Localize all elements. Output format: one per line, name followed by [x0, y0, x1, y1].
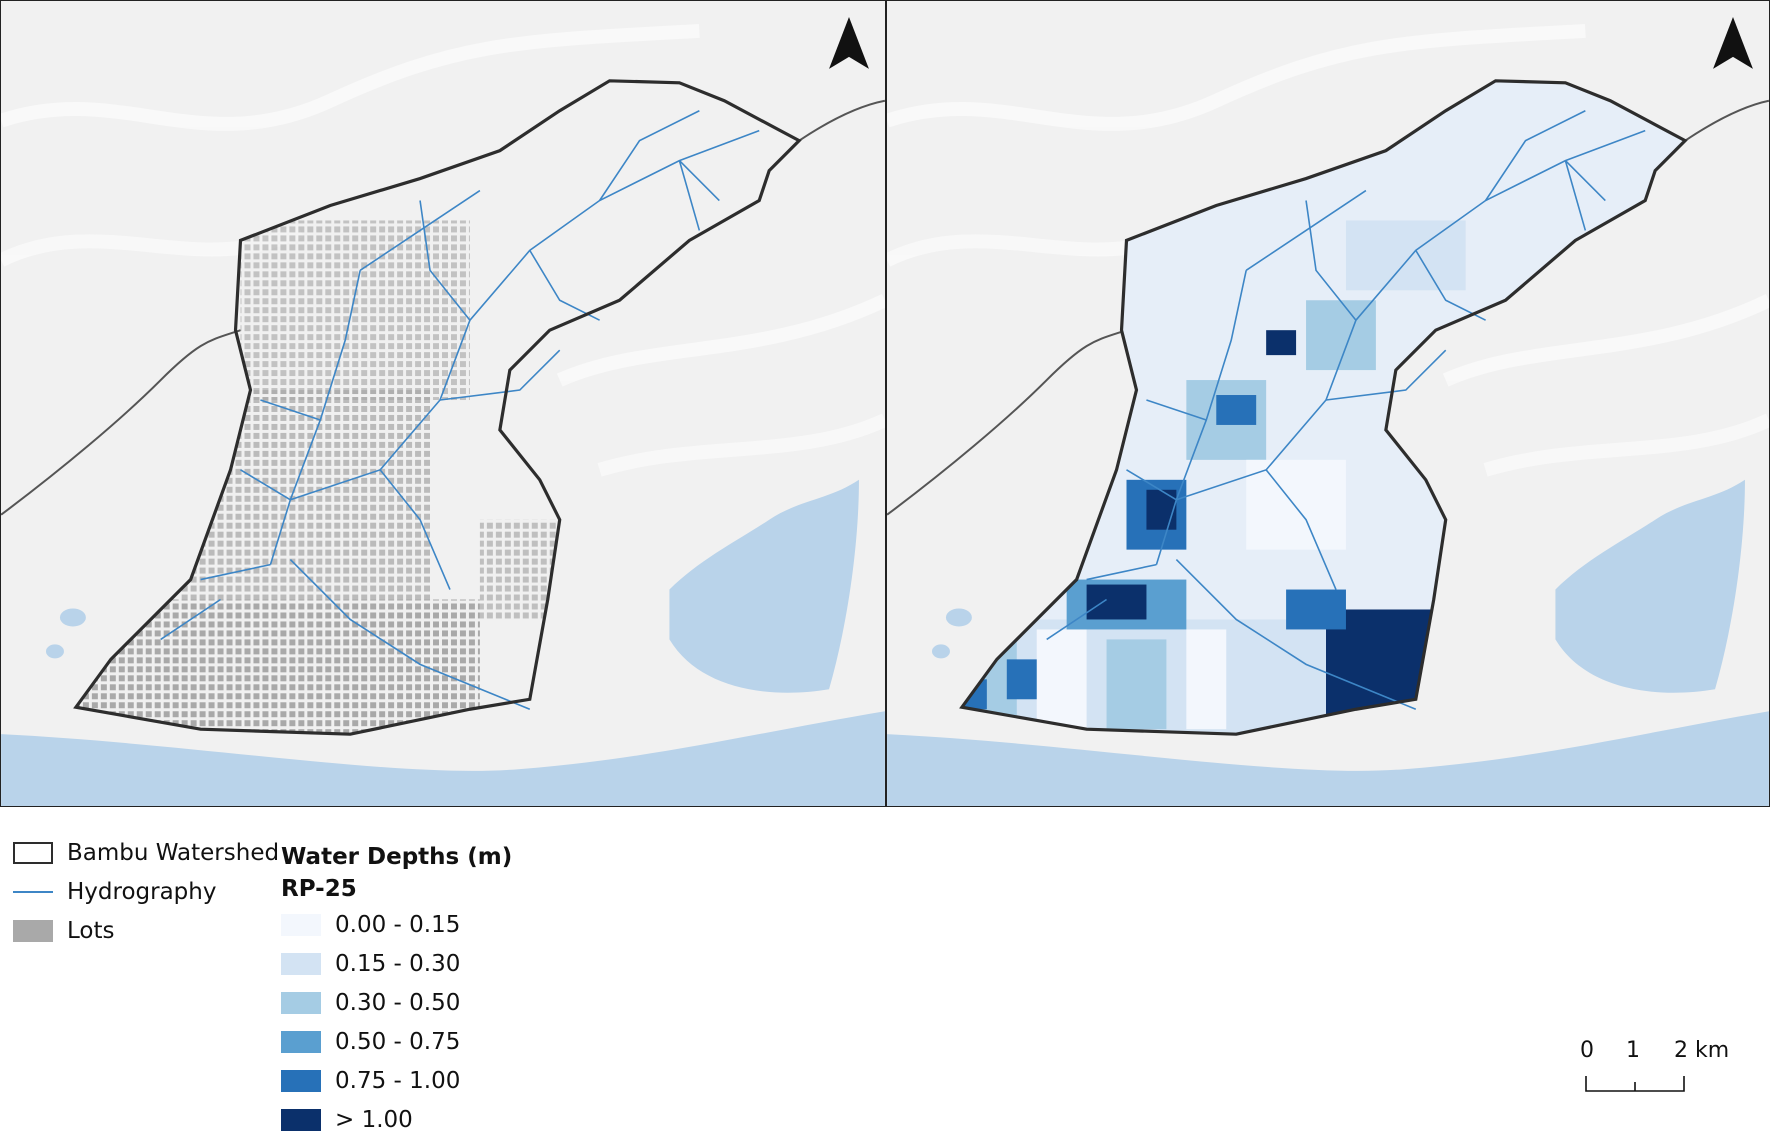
legend-class-1: 0.15 - 0.30 — [281, 951, 461, 977]
lagoon — [1555, 479, 1745, 693]
map-lots-svg — [1, 1, 885, 806]
hydrography-lines — [1046, 110, 1646, 710]
depth-label-4: 0.75 - 1.00 — [335, 1068, 461, 1094]
depth-swatch-0 — [281, 914, 321, 936]
legend-class-0: 0.00 - 0.15 — [281, 912, 461, 938]
depth-label-1: 0.15 - 0.30 — [335, 951, 461, 977]
legend-scenario: RP-25 — [281, 876, 357, 902]
legend-class-4: 0.75 - 1.00 — [281, 1068, 461, 1094]
hydrography-lines — [160, 110, 760, 710]
legend-label-lots: Lots — [67, 918, 115, 944]
sea — [1, 711, 885, 806]
lots-layer — [75, 220, 560, 735]
sea — [887, 711, 1769, 806]
depth-label-5: > 1.00 — [335, 1107, 413, 1133]
depth-swatch-2 — [281, 992, 321, 1014]
map-panel-lots[interactable] — [0, 0, 886, 807]
legend-item-lots: Lots — [13, 918, 115, 944]
depth-label-3: 0.50 - 0.75 — [335, 1029, 461, 1055]
scale-label-2: 2 km — [1674, 1038, 1730, 1063]
legend-label-watershed: Bambu Watershed — [67, 840, 280, 866]
depth-swatch-5 — [281, 1109, 321, 1131]
hydrography-swatch — [13, 891, 53, 893]
scale-bar: 0 1 2 km — [1580, 1038, 1740, 1098]
legend-class-2: 0.30 - 0.50 — [281, 990, 461, 1016]
terrain-hillshade — [1, 23, 885, 477]
map-depths-svg — [887, 1, 1769, 806]
depth-label-2: 0.30 - 0.50 — [335, 990, 461, 1016]
watershed-swatch — [13, 842, 53, 864]
depth-swatch-3 — [281, 1031, 321, 1053]
scale-label-0: 0 — [1580, 1038, 1594, 1063]
watershed-outline — [959, 79, 1688, 736]
depth-swatch-1 — [281, 953, 321, 975]
watershed-outline — [73, 79, 802, 736]
depth-label-0: 0.00 - 0.15 — [335, 912, 461, 938]
legend-label-hydrography: Hydrography — [67, 879, 217, 905]
terrain-hillshade — [887, 23, 1769, 477]
scale-label-1: 1 — [1626, 1038, 1640, 1063]
legend-item-watershed: Bambu Watershed — [13, 840, 280, 866]
depth-swatch-4 — [281, 1070, 321, 1092]
legend-class-3: 0.50 - 0.75 — [281, 1029, 461, 1055]
legend-class-5: > 1.00 — [281, 1107, 413, 1133]
legend-item-hydrography: Hydrography — [13, 879, 217, 905]
legend-depth-title: Water Depths (m) — [281, 844, 513, 870]
scale-bar-line — [1585, 1076, 1685, 1092]
lots-swatch — [13, 920, 53, 942]
lagoon — [669, 479, 859, 693]
map-panel-water-depths[interactable] — [886, 0, 1770, 807]
